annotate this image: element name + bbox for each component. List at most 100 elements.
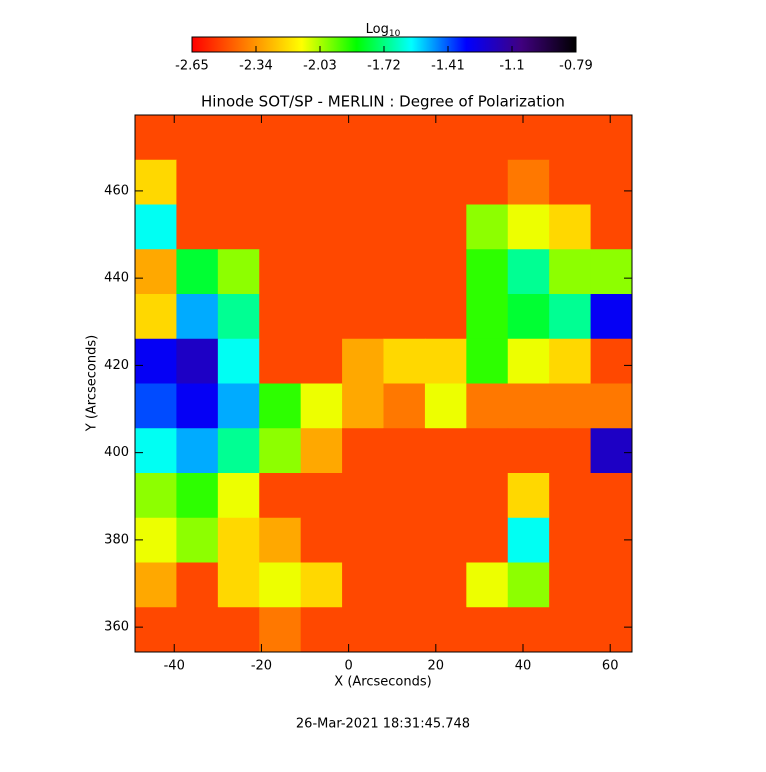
heatmap-cell — [217, 607, 260, 653]
heatmap-cell — [259, 249, 302, 295]
heatmap-cell — [259, 383, 302, 429]
heatmap-cell — [217, 159, 260, 205]
heatmap-cell — [259, 294, 302, 340]
heatmap-cell — [217, 562, 260, 608]
heatmap-cell — [383, 607, 426, 653]
heatmap-cell — [217, 249, 260, 295]
heatmap-cell — [549, 204, 592, 250]
heatmap-cell — [259, 562, 302, 608]
heatmap-cell — [424, 473, 467, 519]
heatmap-cell — [590, 473, 633, 519]
colorbar-tick-label: -2.34 — [239, 59, 273, 74]
heatmap-cell — [590, 562, 633, 608]
colorbar-tick-label: -1.1 — [499, 59, 524, 74]
heatmap-cell — [135, 383, 177, 429]
heatmap-cell — [176, 517, 219, 563]
heatmap-cell — [383, 517, 426, 563]
heatmap-cell — [300, 249, 343, 295]
heatmap-cell — [383, 562, 426, 608]
heatmap-cell — [590, 383, 633, 429]
heatmap-cell — [259, 204, 302, 250]
heatmap-cell — [259, 517, 302, 563]
heatmap-cell — [176, 204, 219, 250]
heatmap-cell — [466, 159, 509, 205]
heatmap-cell — [424, 204, 467, 250]
heatmap-cell — [507, 383, 550, 429]
heatmap-cell — [549, 562, 592, 608]
heatmap-cell — [507, 294, 550, 340]
heatmap-cell — [507, 115, 550, 161]
heatmap-cell — [176, 115, 219, 161]
heatmap-cell — [342, 517, 384, 563]
heatmap-cell — [424, 159, 467, 205]
heatmap-cell — [590, 159, 633, 205]
colorbar-tick-label: -1.41 — [431, 59, 465, 74]
heatmap-cell — [217, 428, 260, 474]
heatmap-cell — [466, 383, 509, 429]
y-tick-label: 460 — [104, 183, 129, 198]
colorbar-tick-label: -1.72 — [367, 59, 401, 74]
heatmap-cell — [342, 294, 384, 340]
heatmap-cell — [549, 115, 592, 161]
footer-timestamp: 26-Mar-2021 18:31:45.748 — [296, 717, 470, 732]
heatmap-cell — [424, 338, 467, 384]
colorbar-label: Log10 — [366, 22, 401, 39]
heatmap-cell — [176, 607, 219, 653]
heatmap-cell — [424, 383, 467, 429]
heatmap-cell — [176, 473, 219, 519]
heatmap-cell — [424, 428, 467, 474]
heatmap-cell — [217, 473, 260, 519]
heatmap-cell — [259, 607, 302, 653]
heatmap-cell — [176, 159, 219, 205]
heatmap-cell — [507, 159, 550, 205]
heatmap-cell — [342, 338, 384, 384]
heatmap-cell — [507, 562, 550, 608]
heatmap-cell — [507, 473, 550, 519]
heatmap-cell — [300, 338, 343, 384]
colorbar-label-text: Log — [366, 22, 389, 37]
heatmap-cell — [424, 115, 467, 161]
y-axis-label: Y (Arcseconds) — [85, 335, 100, 432]
heatmap-cell — [383, 428, 426, 474]
heatmap-cell — [300, 115, 343, 161]
heatmap-cell — [259, 473, 302, 519]
y-tick-label: 360 — [104, 620, 129, 635]
heatmap-cell — [176, 428, 219, 474]
heatmap-cell — [590, 204, 633, 250]
heatmap-cell — [466, 115, 509, 161]
y-tick-label: 440 — [104, 271, 129, 286]
heatmap-cell — [135, 115, 177, 161]
heatmap-cell — [342, 249, 384, 295]
heatmap-cell — [549, 294, 592, 340]
heatmap-cell — [135, 159, 177, 205]
heatmap-cell — [424, 562, 467, 608]
heatmap-cell — [176, 562, 219, 608]
heatmap-cell — [300, 428, 343, 474]
heatmap-cell — [466, 428, 509, 474]
heatmap-cell — [590, 294, 633, 340]
heatmap-cell — [300, 607, 343, 653]
heatmap-cell — [507, 517, 550, 563]
heatmap-cell — [590, 428, 633, 474]
plot-frame — [134, 114, 633, 653]
heatmap-cell — [383, 294, 426, 340]
heatmap-cell — [176, 294, 219, 340]
heatmap-cell — [507, 338, 550, 384]
x-axis-label: X (Arcseconds) — [334, 675, 431, 690]
chart-title: Hinode SOT/SP - MERLIN : Degree of Polar… — [201, 93, 565, 111]
heatmap-cell — [300, 517, 343, 563]
heatmap-cell — [217, 115, 260, 161]
heatmap-cell — [259, 428, 302, 474]
heatmap-cell — [424, 607, 467, 653]
heatmap-cell — [135, 249, 177, 295]
heatmap-cell — [466, 338, 509, 384]
heatmap-cell — [549, 338, 592, 384]
colorbar-tick-label: -2.65 — [175, 59, 209, 74]
heatmap-cell — [217, 383, 260, 429]
x-tick-label: 20 — [428, 659, 445, 674]
x-tick-label: -20 — [251, 659, 272, 674]
heatmap-cell — [466, 562, 509, 608]
heatmap-cell — [300, 204, 343, 250]
heatmap-cell — [549, 473, 592, 519]
heatmap-cell — [300, 383, 343, 429]
